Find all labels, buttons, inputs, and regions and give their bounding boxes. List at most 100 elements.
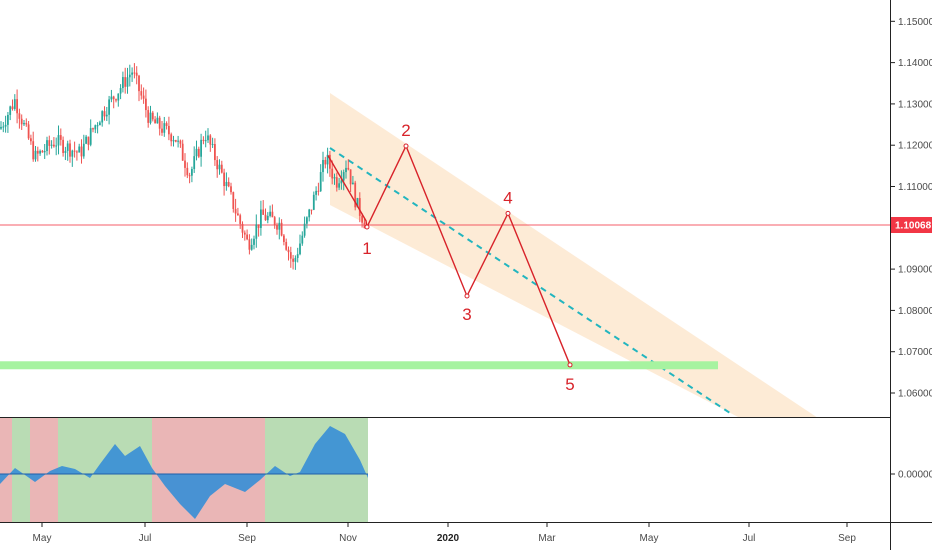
candle-body [11,106,14,109]
candle-body [128,74,131,78]
candle-body [55,145,58,147]
candle-body [253,238,255,245]
candle-body [331,168,334,179]
candle-body [119,88,122,94]
candle-body [41,150,44,153]
wave-label-2: 2 [401,121,410,140]
candle-body [96,125,99,127]
candle-body [306,217,308,224]
candle-body [347,167,350,170]
candle-body [92,128,94,130]
candle-body [186,167,189,176]
time-tick-label: Nov [339,533,357,544]
oscillator-band [0,418,12,522]
candle-body [30,138,32,142]
candle-body [142,95,145,99]
time-tick-label: Sep [838,533,856,544]
candle-body [71,150,74,157]
candle-body [335,177,338,188]
candle-body [177,140,179,142]
wave-labels: 1 2 3 4 5 [362,121,574,394]
candle-body [188,175,191,177]
osc-tick-label: 0.00000 [898,470,932,481]
candle-body [342,172,345,181]
candle-body [62,139,64,153]
candle-body [78,146,81,153]
candle-body [356,198,359,208]
candle-body [53,144,55,147]
candle-body [151,112,154,120]
current-price-tag: 1.10068 [891,217,932,233]
candle-body [66,143,69,151]
oscillator-background [0,418,368,522]
candle-body [204,140,207,142]
candle-body [89,128,92,145]
candle-body [273,217,276,226]
candle-body [299,243,301,255]
candle-body [117,93,120,101]
candle-body [280,222,283,236]
candle-body [310,209,313,211]
candle-body [184,160,186,168]
candle-body [315,190,317,195]
wave-point-1 [364,224,370,230]
candle-body [338,183,340,188]
candle-body [115,99,117,101]
candle-body [345,167,347,173]
channel-fill [330,93,818,418]
candle-body [349,169,352,185]
candle-body [50,144,53,146]
candle-body [292,258,294,262]
candle-body [250,244,253,250]
time-tick-label: Sep [238,533,256,544]
candle-body [283,235,285,242]
candle-body [23,122,25,125]
candle-body [80,146,83,157]
candlestick-series [0,63,366,270]
candle-body [131,72,133,75]
wave-label-4: 4 [503,188,512,207]
candle-body [34,150,37,160]
candle-body [112,96,115,100]
candle-body [126,77,129,87]
candle-body [202,139,205,141]
candle-body [43,151,46,153]
time-tick-label: Mar [538,533,556,544]
candle-body [13,99,16,109]
candle-body [36,150,39,154]
candle-body [243,232,246,235]
wave-label-5: 5 [565,375,574,394]
wave-label-3: 3 [462,305,471,324]
candle-body [85,136,87,144]
price-axis: 1.15000 1.14000 1.13000 1.12000 1.11000 1.100… [890,17,932,400]
candle-body [110,96,113,100]
support-zone-band [0,361,718,370]
candle-body [193,156,196,170]
candle-body [133,72,136,74]
candle-body [163,123,166,133]
candle-body [158,117,161,129]
price-tick-label: 1.11000 [898,182,932,193]
candle-body [301,235,304,244]
candle-body [168,125,170,135]
candle-body [101,111,104,123]
candle-body [255,224,258,239]
candle-body [122,77,124,89]
candle-body [220,164,223,173]
oscillator-axis: 0.00000 [890,470,932,481]
candle-body [172,140,175,142]
candle-body [181,143,184,161]
time-tick-label: Jul [743,533,756,544]
price-tick-label: 1.06000 [898,389,932,400]
candle-body [108,99,110,115]
candle-body [285,241,288,250]
price-tick-label: 1.08000 [898,306,932,317]
candle-body [237,213,239,216]
current-price-tag-label: 1.10068 [895,221,932,232]
candle-body [312,194,315,210]
oscillator-band [265,418,302,522]
candle-body [239,215,242,224]
candle-body [329,154,331,169]
candle-body [354,182,357,208]
